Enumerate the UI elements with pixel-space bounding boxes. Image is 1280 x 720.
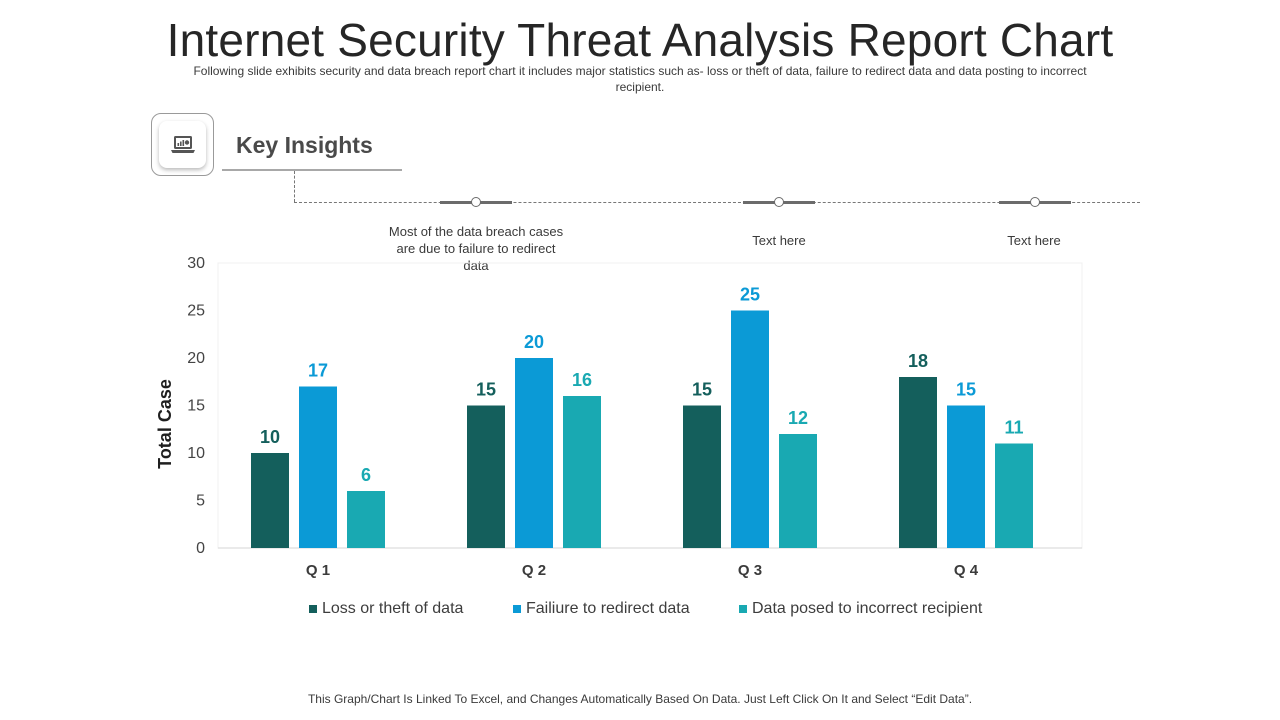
bar-value-label: 12 — [788, 408, 808, 428]
bar-value-label: 17 — [308, 361, 328, 381]
legend-item-redirect: Failiure to redirect data — [513, 600, 690, 618]
insight-marker-1 — [471, 197, 481, 207]
legend-label-redirect: Failiure to redirect data — [526, 600, 690, 617]
bar — [251, 453, 289, 548]
bar-value-label: 15 — [956, 380, 976, 400]
chart-legend: Loss or theft of data Failiure to redire… — [0, 600, 1280, 620]
insight-text-3: Text here — [1007, 233, 1061, 248]
legend-item-incorrect: Data posed to incorrect recipient — [739, 600, 982, 618]
y-tick-label: 20 — [187, 350, 205, 367]
bar — [947, 405, 985, 548]
insight-text-1: Most of the data breach cases are due to… — [388, 224, 564, 273]
bar-value-label: 18 — [908, 351, 928, 371]
legend-label-loss: Loss or theft of data — [322, 600, 464, 617]
x-tick-label: Q 1 — [306, 562, 330, 579]
insight-text-2: Text here — [752, 233, 806, 248]
x-tick-label: Q 4 — [954, 562, 979, 579]
y-tick-label: 10 — [187, 445, 205, 462]
x-tick-label: Q 3 — [738, 562, 762, 579]
x-tick-label: Q 2 — [522, 562, 546, 579]
key-insights-underline — [222, 169, 402, 171]
bar-value-label: 10 — [260, 427, 280, 447]
bar — [347, 491, 385, 548]
bar-value-label: 20 — [524, 332, 544, 352]
bar — [995, 443, 1033, 548]
bar-value-label: 15 — [692, 380, 712, 400]
y-tick-label: 5 — [196, 493, 205, 510]
bar — [779, 434, 817, 548]
bar-value-label: 16 — [572, 370, 592, 390]
y-tick-label: 15 — [187, 398, 205, 415]
bar — [899, 377, 937, 548]
insight-marker-3 — [1030, 197, 1040, 207]
bar — [683, 405, 721, 548]
legend-swatch-loss — [309, 605, 317, 613]
legend-swatch-redirect — [513, 605, 521, 613]
insight-marker-2 — [774, 197, 784, 207]
bar — [467, 405, 505, 548]
legend-label-incorrect: Data posed to incorrect recipient — [752, 600, 983, 617]
bar-value-label: 6 — [361, 465, 371, 485]
connector-dashed-vertical — [294, 171, 295, 202]
bar-chart: 0 5 10 15 20 25 30 Total Case 10 17 6 Q 1 15 20 16 Q 2 1… — [155, 255, 1083, 579]
y-tick-label: 25 — [187, 303, 205, 320]
legend-item-loss: Loss or theft of data — [309, 600, 463, 618]
bar — [515, 358, 553, 548]
y-tick-label: 0 — [196, 540, 205, 557]
bar — [299, 386, 337, 548]
bar — [563, 396, 601, 548]
y-axis-title: Total Case — [155, 379, 175, 469]
key-insights-heading: Key Insights — [236, 132, 373, 158]
page-subtitle: Following slide exhibits security and da… — [193, 64, 1087, 94]
bar-value-label: 15 — [476, 380, 496, 400]
bar — [731, 310, 769, 548]
y-tick-label: 30 — [187, 255, 205, 272]
connector-dashed-horizontal — [294, 202, 1140, 203]
legend-swatch-incorrect — [739, 605, 747, 613]
bar-value-label: 25 — [740, 285, 760, 305]
bar-value-label: 11 — [1004, 418, 1023, 438]
insights-icon-frame — [151, 113, 214, 176]
page-title: Internet Security Threat Analysis Report… — [166, 14, 1114, 66]
insights-icon-tile — [159, 121, 206, 168]
footer-note: This Graph/Chart Is Linked To Excel, and… — [307, 692, 973, 706]
laptop-chart-icon — [170, 135, 195, 153]
